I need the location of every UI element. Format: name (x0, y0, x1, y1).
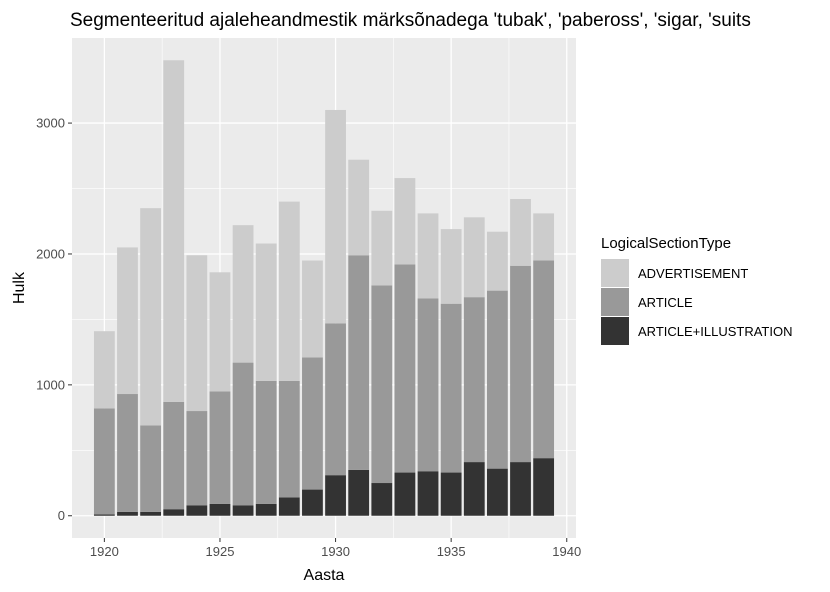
bar-article-1932 (371, 285, 393, 484)
bar-advertisement-1930 (325, 109, 346, 324)
bar-article-illustration-1939 (533, 458, 555, 516)
legend-item-article-illustration: ARTICLE+ILLUSTRATION (601, 317, 792, 345)
bar-article-illustration-1932 (371, 483, 393, 516)
bar-advertisement-1932 (371, 210, 393, 286)
bar-advertisement-1920 (93, 331, 115, 409)
legend-key-article (601, 288, 629, 316)
bar-article-illustration-1927 (255, 503, 277, 516)
bar-article-illustration-1925 (209, 503, 231, 516)
bar-article-illustration-1930 (325, 475, 346, 516)
bar-article-illustration-1931 (348, 469, 370, 516)
bar-article-1922 (140, 425, 162, 512)
bar-advertisement-1921 (117, 247, 138, 395)
bar-article-1930 (325, 323, 346, 476)
bar-advertisement-1922 (140, 208, 162, 426)
x-tick-label: 1925 (206, 544, 235, 559)
y-tick-label: 2000 (36, 246, 65, 261)
bar-article-1933 (394, 264, 416, 473)
bar-article-1934 (417, 298, 439, 472)
y-tick-label: 1000 (36, 377, 65, 392)
y-tick-label: 3000 (36, 116, 65, 131)
bar-article-1928 (278, 380, 300, 498)
legend-item-article: ARTICLE (601, 288, 693, 316)
bar-article-illustration-1936 (463, 462, 485, 516)
x-tick-label: 1920 (90, 544, 119, 559)
bar-advertisement-1926 (232, 225, 254, 363)
legend-label-article: ARTICLE (638, 295, 693, 310)
legend-item-advertisement: ADVERTISEMENT (601, 259, 748, 287)
legend-label-advertisement: ADVERTISEMENT (638, 266, 748, 281)
x-tick-label: 1935 (437, 544, 466, 559)
bar-article-1927 (255, 380, 277, 504)
bar-advertisement-1927 (255, 243, 277, 381)
legend-label-article-illustration: ARTICLE+ILLUSTRATION (638, 324, 792, 339)
bar-advertisement-1935 (440, 229, 462, 304)
bar-article-illustration-1928 (278, 497, 300, 516)
chart-title: Segmenteeritud ajaleheandmestik märksõna… (70, 10, 751, 31)
bar-article-1926 (232, 362, 254, 506)
bar-article-1920 (93, 408, 115, 515)
bar-advertisement-1931 (348, 159, 370, 256)
bar-article-1935 (440, 303, 462, 473)
bar-article-illustration-1933 (394, 472, 416, 516)
legend-title: LogicalSectionType (601, 235, 731, 252)
x-axis-title: Aasta (304, 567, 345, 584)
bar-article-illustration-1938 (510, 462, 531, 516)
bar-advertisement-1938 (510, 198, 531, 266)
bar-article-illustration-1920 (93, 514, 115, 516)
y-axis: 0 1000 2000 3000 (36, 116, 72, 523)
legend-key-advertisement (601, 259, 629, 287)
bars (93, 60, 555, 516)
bar-article-illustration-1937 (486, 468, 508, 516)
bar-article-1924 (186, 411, 208, 506)
y-tick-label: 0 (58, 508, 65, 523)
bar-article-1921 (117, 394, 138, 512)
bar-advertisement-1934 (417, 213, 439, 299)
bar-article-illustration-1934 (417, 471, 439, 516)
bar-article-1937 (486, 290, 508, 469)
bar-article-1931 (348, 255, 370, 470)
x-tick-label: 1930 (321, 544, 350, 559)
bar-article-1925 (209, 391, 231, 504)
bar-article-illustration-1935 (440, 472, 462, 516)
bar-article-1938 (510, 265, 531, 463)
bar-article-illustration-1922 (140, 511, 162, 516)
x-axis: 1920 1925 1930 1935 1940 (90, 538, 581, 559)
bar-advertisement-1937 (486, 231, 508, 291)
y-axis-title: Hulk (11, 271, 28, 304)
bar-advertisement-1925 (209, 272, 231, 392)
bar-article-1936 (463, 297, 485, 463)
bar-advertisement-1939 (533, 213, 555, 261)
bar-advertisement-1928 (278, 201, 300, 381)
bar-article-illustration-1924 (186, 505, 208, 516)
bar-article-1929 (302, 357, 323, 490)
bar-advertisement-1924 (186, 255, 208, 412)
bar-article-1923 (163, 401, 185, 510)
bar-article-illustration-1921 (117, 511, 138, 516)
legend: LogicalSectionType ADVERTISEMENT ARTICLE… (601, 235, 792, 345)
x-tick-label: 1940 (552, 544, 581, 559)
bar-advertisement-1929 (302, 260, 323, 358)
bar-article-illustration-1926 (232, 505, 254, 516)
bar-advertisement-1923 (163, 60, 185, 402)
bar-article-illustration-1923 (163, 509, 185, 516)
legend-key-article-illustration (601, 317, 629, 345)
bar-article-illustration-1929 (302, 489, 323, 516)
bar-advertisement-1936 (463, 217, 485, 298)
bar-article-1939 (533, 260, 555, 459)
bar-advertisement-1933 (394, 178, 416, 265)
